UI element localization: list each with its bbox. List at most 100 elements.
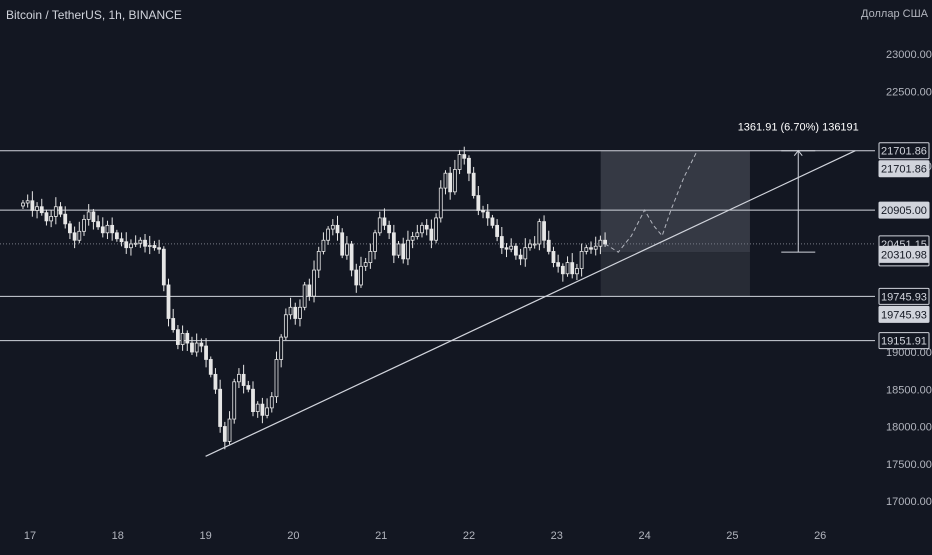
price-label-box <box>878 332 930 350</box>
time-tick-label: 18 <box>112 530 124 542</box>
price-label-box <box>878 245 930 263</box>
price-tick-label: 23000.00 <box>886 49 932 61</box>
candle-body <box>91 211 96 223</box>
measure-tool: 1361.91 (6.70%) 136191 <box>738 122 859 253</box>
price-label-box <box>878 160 930 178</box>
candle-body <box>556 262 561 267</box>
candle-body <box>208 359 213 375</box>
candle-body <box>457 154 462 170</box>
symbol-title: Bitcoin / TetherUS, 1h, BINANCE <box>6 8 182 22</box>
candle-body <box>152 245 157 249</box>
price-label-box <box>878 305 930 323</box>
candle-body <box>387 224 392 234</box>
candle-body <box>490 217 495 226</box>
time-tick-label: 24 <box>638 530 650 542</box>
candle-body <box>143 239 147 247</box>
candle-body <box>194 342 199 353</box>
candle-body <box>551 251 556 264</box>
candle-body <box>53 206 58 217</box>
candle-body <box>265 407 269 416</box>
candle-body <box>58 206 63 215</box>
candle-body <box>138 239 143 244</box>
candle-body <box>190 342 194 353</box>
candle-body <box>396 243 401 256</box>
candle-body <box>213 373 218 390</box>
price-tick-label: 17500.00 <box>886 459 932 471</box>
candle-body <box>504 247 509 250</box>
candle-body <box>462 154 467 159</box>
time-tick-label: 22 <box>463 530 475 542</box>
candle-body <box>471 172 476 196</box>
candle-body <box>251 388 255 413</box>
price-label-box <box>878 287 930 305</box>
candle-body <box>288 306 293 316</box>
candle-body <box>603 239 607 245</box>
candle-body <box>340 232 345 256</box>
candle-body <box>218 388 223 427</box>
candle-body <box>119 238 124 243</box>
candle-body <box>373 232 377 252</box>
candle-body <box>316 251 321 271</box>
price-label: 21701.86 <box>881 164 927 176</box>
candle-body <box>298 306 302 319</box>
candle-body <box>377 217 382 234</box>
candle-body <box>86 211 91 220</box>
candle-body <box>429 228 434 241</box>
price-label: 20310.98 <box>881 249 927 261</box>
candle-body <box>25 200 30 204</box>
trendline-group <box>205 150 856 457</box>
time-tick-label: 23 <box>551 530 563 542</box>
candle-body <box>199 342 204 347</box>
candle-body <box>302 284 307 308</box>
time-axis-ticks: 17 18 19 20 21 22 23 24 25 26 <box>24 530 826 542</box>
price-axis-labels: 21701.8621701.8620905.0020451.1505:33203… <box>878 142 930 350</box>
candle-body <box>44 212 49 222</box>
candle-body <box>227 418 232 442</box>
candle-body <box>481 210 485 213</box>
measure-label: 1361.91 (6.70%) 136191 <box>738 122 859 134</box>
candle-body <box>157 247 162 250</box>
price-axis-ticks: 23000.0022500.0021500.0019000.0018500.00… <box>886 49 932 508</box>
candle-body <box>166 284 171 319</box>
candle-body <box>401 243 406 260</box>
candle-body <box>30 200 35 211</box>
target-zone-lower <box>600 252 750 297</box>
candle-body <box>499 236 504 249</box>
candle-body <box>326 228 331 241</box>
candle-body <box>96 221 100 228</box>
candle-body <box>406 239 410 260</box>
candle-body <box>565 262 570 275</box>
candle-body <box>532 243 537 246</box>
trendline <box>205 150 856 457</box>
candle-body <box>420 224 424 234</box>
candle-body <box>321 239 326 252</box>
candle-body <box>476 195 481 211</box>
price-tick-label: 18500.00 <box>886 384 932 396</box>
candle-body <box>171 318 176 331</box>
candle-body <box>452 169 457 193</box>
candle-body <box>344 243 349 256</box>
candle-body <box>232 381 237 420</box>
candle-body <box>410 236 415 241</box>
candle-body <box>175 329 180 345</box>
candle-body <box>21 202 25 207</box>
candle-body <box>537 221 542 245</box>
candle-body <box>354 269 359 286</box>
time-tick-label: 25 <box>726 530 738 542</box>
candle-body <box>283 314 288 338</box>
candle-body <box>274 359 279 398</box>
candle-body <box>114 232 119 240</box>
candle-body <box>68 223 72 234</box>
candle-body <box>180 332 185 345</box>
candle-body <box>523 247 528 260</box>
price-axis-currency[interactable]: Доллар США <box>861 8 928 20</box>
candle-body <box>110 224 115 234</box>
candle-body <box>161 248 166 286</box>
candle-body <box>363 262 368 267</box>
price-label: 21701.86 <box>881 146 927 158</box>
candle-body <box>485 211 490 219</box>
candle-body <box>241 373 246 386</box>
candle-body <box>237 373 241 383</box>
